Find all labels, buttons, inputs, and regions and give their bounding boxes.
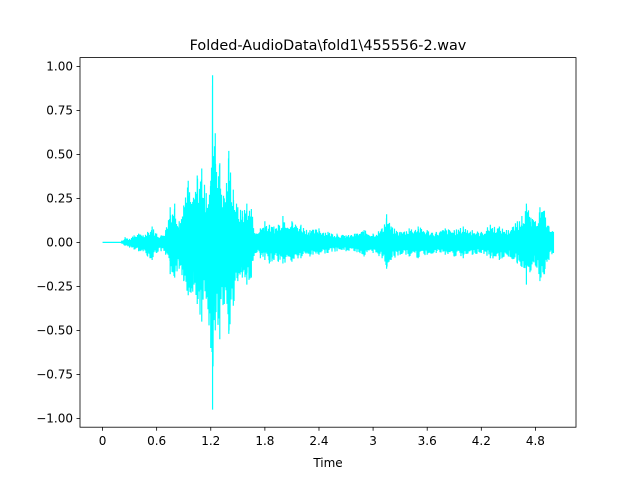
y-tick-label: 0.00 xyxy=(46,236,73,250)
x-tick-label: 3.6 xyxy=(418,434,437,448)
y-axis-ticks: −1.00 −0.75 −0.50 −0.25 0.00 0.25 0.50 0.75 1.00 xyxy=(36,60,80,426)
y-tick-label: −0.75 xyxy=(36,368,73,382)
x-tick-label: 4.2 xyxy=(472,434,491,448)
y-tick-label: 0.50 xyxy=(46,148,73,162)
y-tick-label: −0.25 xyxy=(36,280,73,294)
x-axis-label: Time xyxy=(312,456,342,470)
x-axis-ticks: 0 0.6 1.2 1.8 2.4 3 3.6 4.2 4.8 xyxy=(99,427,545,448)
y-tick-label: 0.25 xyxy=(46,192,73,206)
x-tick-label: 1.2 xyxy=(201,434,220,448)
y-tick-label: 0.75 xyxy=(46,104,73,118)
x-tick-label: 0.6 xyxy=(147,434,166,448)
chart-title: Folded-AudioData\fold1\455556-2.wav xyxy=(190,38,467,54)
x-tick-label: 0 xyxy=(99,434,107,448)
y-tick-label: −0.50 xyxy=(36,324,73,338)
waveform-series-line xyxy=(102,75,555,410)
x-tick-label: 4.8 xyxy=(526,434,545,448)
y-tick-label: 1.00 xyxy=(46,60,73,74)
y-tick-label: −1.00 xyxy=(36,412,73,426)
waveform-layer xyxy=(102,75,555,410)
x-tick-label: 1.8 xyxy=(255,434,274,448)
x-tick-label: 3 xyxy=(369,434,377,448)
x-tick-label: 2.4 xyxy=(309,434,328,448)
